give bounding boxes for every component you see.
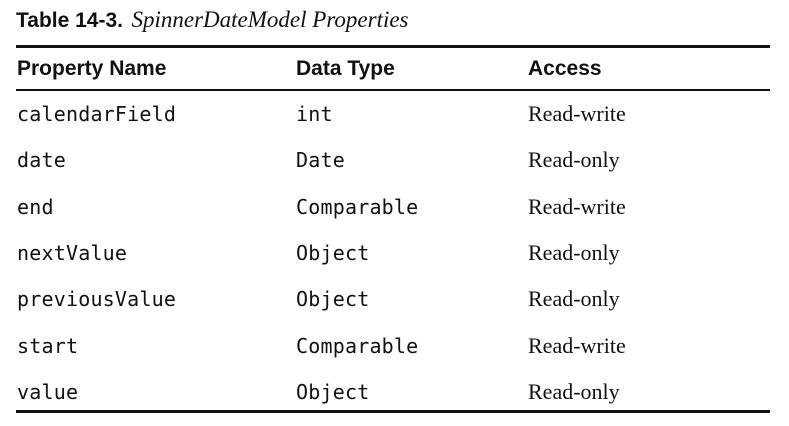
data-type-cell: Comparable [296,333,419,358]
access-cell: Read-write [528,101,626,127]
header-rule [16,89,770,91]
property-name-cell: value [17,379,79,404]
access-cell: Read-only [528,240,620,266]
table-row: value Object Read-only [16,369,770,415]
access-cell: Read-write [528,332,626,358]
top-rule [16,45,770,48]
table-caption: Table 14-3. SpinnerDateModel Properties [16,6,409,35]
data-type-cell: Object [296,379,370,404]
property-name-cell: calendarField [17,102,177,127]
property-name-cell: nextValue [17,241,128,266]
bottom-rule [16,410,770,413]
access-cell: Read-only [528,378,620,404]
property-name-cell: start [17,333,79,358]
header-access: Access [528,56,602,80]
data-type-cell: int [296,102,333,127]
property-name-cell: end [17,194,54,219]
table-row: calendarField int Read-write [16,91,770,137]
properties-table: Property Name Data Type Access calendarF… [16,48,770,415]
access-cell: Read-only [528,147,620,173]
header-property-name: Property Name [17,56,167,80]
header-data-type: Data Type [296,56,395,80]
data-type-cell: Comparable [296,194,419,219]
table-body: calendarField int Read-write date Date R… [16,91,770,415]
property-name-cell: previousValue [17,287,177,312]
data-type-cell: Date [296,148,345,173]
access-cell: Read-only [528,286,620,312]
table-header: Property Name Data Type Access [16,48,770,91]
table-row: end Comparable Read-write [16,184,770,230]
table-title: SpinnerDateModel Properties [131,7,409,32]
data-type-cell: Object [296,241,370,266]
table-number: Table 14-3. [16,9,123,32]
property-name-cell: date [17,148,66,173]
table-row: nextValue Object Read-only [16,230,770,276]
header-row: Property Name Data Type Access [16,48,770,91]
access-cell: Read-write [528,193,626,219]
table-row: start Comparable Read-write [16,322,770,368]
table-row: previousValue Object Read-only [16,276,770,322]
table-row: date Date Read-only [16,137,770,183]
data-type-cell: Object [296,287,370,312]
